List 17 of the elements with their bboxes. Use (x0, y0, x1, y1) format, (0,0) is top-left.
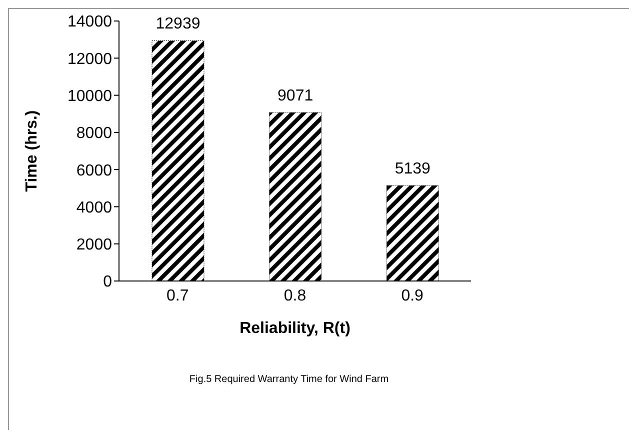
data-label: 9071 (278, 88, 314, 105)
y-tick-label: 10000 (68, 88, 112, 105)
data-label: 5139 (394, 160, 431, 178)
y-tick-label: 0 (103, 274, 112, 291)
y-tick-label: 4000 (76, 199, 112, 216)
x-tick-label: 0.7 (166, 287, 189, 304)
y-tick-label: 2000 (76, 236, 112, 254)
y-tick-label: 6000 (76, 162, 112, 180)
y-axis-title: Time (hrs.) (24, 110, 41, 192)
x-tick-label: 0.9 (401, 287, 424, 304)
data-label: 12939 (156, 16, 200, 33)
y-tick-label: 14000 (68, 14, 112, 31)
text: Fig.5 Required Warranty Time for Wind Farm (188, 374, 390, 385)
x-tick-label: 0.8 (284, 287, 306, 304)
y-tick-label: 8000 (76, 125, 112, 142)
x-axis-title: Reliability, R(t) (240, 320, 350, 337)
y-tick-label: 12000 (68, 50, 112, 68)
